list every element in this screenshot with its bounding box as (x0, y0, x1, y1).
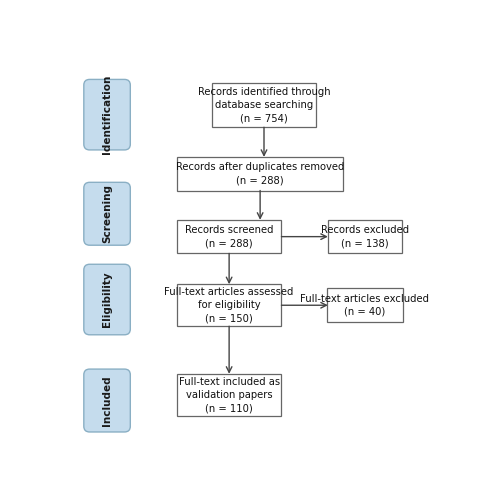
Text: Identification: Identification (102, 75, 112, 154)
FancyBboxPatch shape (212, 83, 316, 127)
FancyBboxPatch shape (177, 374, 282, 416)
FancyBboxPatch shape (177, 220, 282, 253)
FancyBboxPatch shape (177, 157, 344, 191)
Text: Full-text articles excluded
(n = 40): Full-text articles excluded (n = 40) (300, 294, 429, 317)
Text: Included: Included (102, 375, 112, 426)
FancyBboxPatch shape (84, 182, 130, 245)
FancyBboxPatch shape (327, 289, 402, 322)
Text: Eligibility: Eligibility (102, 272, 112, 327)
FancyBboxPatch shape (84, 264, 130, 335)
Text: Full-text included as
validation papers
(n = 110): Full-text included as validation papers … (178, 377, 280, 413)
FancyBboxPatch shape (84, 79, 130, 150)
FancyBboxPatch shape (84, 369, 130, 432)
Text: Records identified through
database searching
(n = 754): Records identified through database sear… (198, 87, 330, 123)
FancyBboxPatch shape (328, 220, 402, 253)
FancyBboxPatch shape (177, 284, 282, 326)
Text: Full-text articles assessed
for eligibility
(n = 150): Full-text articles assessed for eligibil… (164, 287, 294, 323)
Text: Records after duplicates removed
(n = 288): Records after duplicates removed (n = 28… (176, 162, 344, 185)
Text: Records excluded
(n = 138): Records excluded (n = 138) (320, 225, 409, 248)
Text: Screening: Screening (102, 184, 112, 243)
Text: Records screened
(n = 288): Records screened (n = 288) (185, 225, 274, 248)
